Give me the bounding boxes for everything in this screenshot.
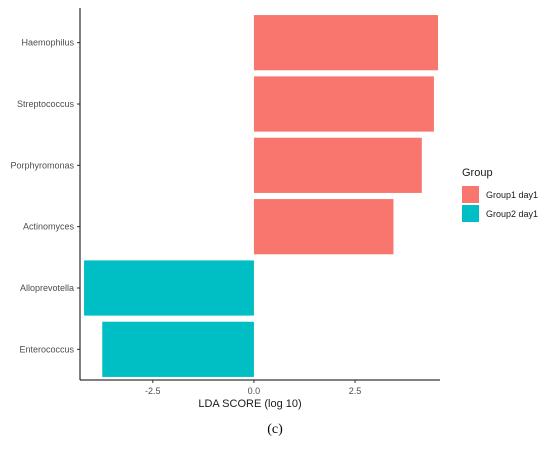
- bar-alloprevotella: [84, 260, 254, 316]
- x-tick-label: 0.0: [248, 386, 261, 396]
- bar-enterococcus: [102, 321, 254, 377]
- legend-label: Group2 day1: [486, 209, 538, 219]
- legend-title: Group: [462, 167, 493, 179]
- legend-swatch: [462, 186, 479, 203]
- y-tick-label: Haemophilus: [21, 38, 74, 48]
- y-tick-label: Alloprevotella: [20, 283, 74, 293]
- figure-caption: (c): [267, 422, 283, 437]
- y-tick-label: Enterococcus: [19, 344, 74, 354]
- y-tick-label: Actinomyces: [23, 222, 75, 232]
- x-axis-title: LDA SCORE (log 10): [198, 398, 301, 410]
- bar-actinomyces: [253, 199, 394, 255]
- x-tick-label: 2.5: [349, 386, 362, 396]
- legend-swatch: [462, 205, 479, 222]
- y-tick-label: Streptococcus: [17, 99, 75, 109]
- bar-haemophilus: [253, 15, 438, 71]
- bar-porphyromonas: [253, 137, 422, 193]
- y-tick-label: Porphyromonas: [10, 160, 74, 170]
- x-tick-label: -2.5: [145, 386, 161, 396]
- bar-streptococcus: [253, 76, 434, 132]
- legend-label: Group1 day1: [486, 190, 538, 200]
